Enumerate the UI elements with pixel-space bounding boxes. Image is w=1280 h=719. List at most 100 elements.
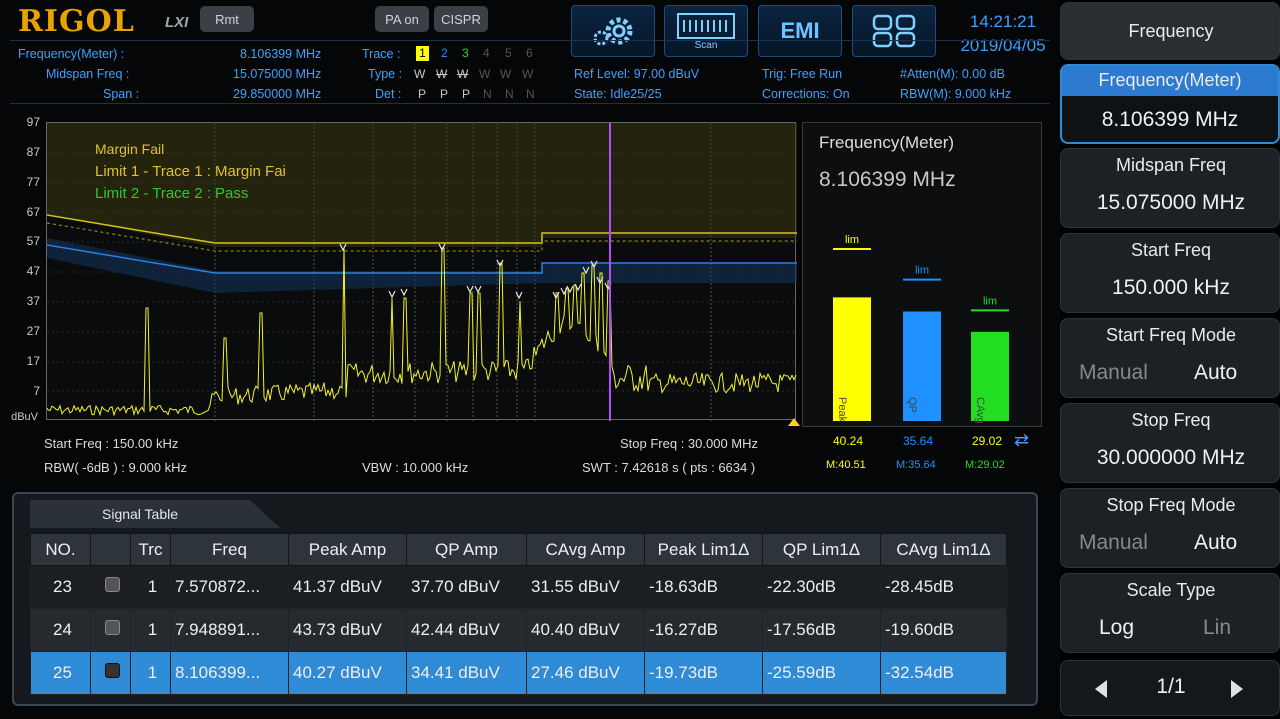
freq-meter-label: Frequency(Meter) : [18, 47, 125, 61]
table-row[interactable]: 23 1 7.570872... 41.37 dBuV 37.70 dBuV 31.55 … [30, 565, 1007, 609]
checkbox-icon[interactable] [105, 663, 120, 678]
limit1-status: Limit 1 - Trace 1 : Margin Fai [95, 163, 286, 180]
row-checkbox[interactable] [90, 608, 131, 652]
settings-button[interactable] [571, 5, 655, 57]
det-6: N [526, 87, 535, 101]
table-cell: 23 [30, 565, 91, 609]
next-page-icon[interactable] [1231, 680, 1243, 698]
menu-scale-label: Scale Type [1126, 580, 1216, 600]
menu-pager: 1/1 [1060, 660, 1280, 716]
trace-3-indicator[interactable]: 3 [462, 46, 469, 60]
menu-stop-freq[interactable]: Stop Freq 30.000000 MHz [1060, 403, 1280, 483]
menu-stop-freq-mode[interactable]: Stop Freq Mode Manual Auto [1060, 488, 1280, 568]
cispr-indicator: CISPR [434, 6, 488, 32]
page-indicator: 1/1 [1156, 675, 1186, 698]
column-header[interactable] [90, 533, 131, 566]
emi-button[interactable]: EMI [758, 5, 842, 57]
refresh-icon[interactable]: ⇄ [1014, 430, 1030, 450]
type-5: W [500, 67, 512, 81]
trace-5-indicator[interactable]: 5 [505, 46, 512, 60]
span-value: 29.850000 MHz [233, 87, 322, 101]
trace-label: Trace : [362, 47, 401, 61]
row-checkbox[interactable] [90, 565, 131, 609]
cavg-bar-max: M:29.02 [965, 459, 1005, 471]
signal-table-tab[interactable]: Signal Table [30, 500, 280, 528]
y-tick: 87 [26, 145, 40, 159]
trace-6-indicator[interactable]: 6 [526, 46, 533, 60]
trace-4-indicator[interactable]: 4 [483, 46, 490, 60]
meter-panel: Frequency(Meter) 8.106399 MHz lim Peak lim… [802, 122, 1042, 427]
y-tick: 27 [26, 324, 40, 338]
start-mode-auto[interactable]: Auto [1194, 361, 1238, 384]
menu-stop-freq-value: 30.000000 MHz [1096, 446, 1246, 469]
table-row[interactable]: 24 1 7.948891... 43.73 dBuV 42.44 dBuV 40.40 … [30, 608, 1007, 652]
column-header[interactable]: Freq [170, 533, 289, 566]
stop-mode-auto[interactable]: Auto [1194, 531, 1238, 554]
rmt-indicator: Rmt [200, 6, 254, 32]
scan-button[interactable]: Scan [664, 5, 748, 57]
menu-start-mode-label: Start Freq Mode [1105, 325, 1237, 345]
marker-triangle-icon [788, 418, 800, 426]
rbw-readout: RBW( -6dB ) : 9.000 kHz [44, 460, 188, 475]
signal-table-panel: Signal Table NO. Trc Freq Peak Amp QP Amp CAv… [12, 492, 1038, 706]
span-label: Span : [103, 87, 140, 101]
table-cell: 1 [130, 565, 171, 609]
menu-stop-mode-label: Stop Freq Mode [1106, 495, 1236, 515]
menu-midspan[interactable]: Midspan Freq 15.075000 MHz [1060, 148, 1280, 228]
stop-mode-manual[interactable]: Manual [1079, 531, 1148, 554]
qp-bar-max: M:35.64 [896, 459, 936, 471]
layout-button[interactable] [852, 5, 936, 57]
margin-fail-label: Margin Fail [95, 141, 165, 157]
column-header[interactable]: QP Lim1Δ [762, 533, 881, 566]
midspan-value: 15.075000 MHz [233, 67, 322, 81]
menu-start-freq[interactable]: Start Freq 150.000 kHz [1060, 233, 1280, 313]
info-bar [10, 40, 1050, 104]
ref-level: Ref Level: 97.00 dBuV [574, 67, 700, 81]
rbw-status: RBW(M): 9.000 kHz [900, 87, 1012, 101]
prev-page-icon[interactable] [1095, 680, 1107, 698]
trace-2-indicator[interactable]: 2 [441, 46, 448, 60]
menu-start-freq-mode[interactable]: Start Freq Mode Manual Auto [1060, 318, 1280, 398]
table-cell: 34.41 dBuV [406, 651, 527, 695]
scale-lin[interactable]: Lin [1203, 616, 1232, 639]
trace-1-indicator[interactable]: 1 [416, 46, 429, 61]
column-header[interactable]: Peak Amp [288, 533, 407, 566]
spectrum-plot[interactable]: Margin Fail Limit 1 - Trace 1 : Margin F… [46, 122, 797, 421]
column-header[interactable]: NO. [30, 533, 91, 566]
trace-1-line [46, 247, 797, 417]
table-cell: 8.106399... [170, 651, 289, 695]
column-header[interactable]: QP Amp [406, 533, 527, 566]
type-4: W [479, 67, 491, 81]
column-header[interactable]: CAvg Amp [526, 533, 645, 566]
menu-freq-meter[interactable]: Frequency(Meter) 8.106399 MHz [1060, 64, 1280, 144]
meter-bar-cavg [971, 331, 1009, 421]
y-tick: 37 [26, 294, 40, 308]
cavg-bar-value: 29.02 [972, 434, 1003, 448]
meter-bar-name: Peak [836, 397, 848, 423]
table-cell: 37.70 dBuV [406, 565, 527, 609]
menu-freq-meter-value: 8.106399 MHz [1101, 108, 1239, 131]
start-mode-manual[interactable]: Manual [1079, 361, 1148, 384]
y-tick: 67 [26, 205, 40, 219]
checkbox-icon[interactable] [105, 620, 120, 635]
column-header[interactable]: Peak Lim1Δ [644, 533, 763, 566]
table-cell: 40.40 dBuV [526, 608, 645, 652]
det-2: P [440, 87, 449, 101]
menu-scale-type[interactable]: Scale Type Log Lin [1060, 573, 1280, 653]
table-cell: 7.570872... [170, 565, 289, 609]
checkbox-icon[interactable] [105, 577, 120, 592]
row-checkbox[interactable] [90, 651, 131, 695]
limit2-line [46, 244, 797, 274]
column-header[interactable]: Trc [130, 533, 171, 566]
column-header[interactable]: CAvg Lim1Δ [880, 533, 1007, 566]
det-3: P [462, 87, 471, 101]
meter-value: 8.106399 MHz [819, 168, 956, 191]
side-menu: Frequency Frequency(Meter) 8.106399 MHz … [1060, 0, 1280, 719]
table-cell: 31.55 dBuV [526, 565, 645, 609]
scale-log[interactable]: Log [1099, 616, 1135, 639]
vbw-readout: VBW : 10.000 kHz [362, 460, 469, 475]
table-row[interactable]: 25 1 8.106399... 40.27 dBuV 34.41 dBuV 27.46 … [30, 651, 1007, 695]
y-unit: dBuV [11, 411, 38, 423]
meter-limit-label: lim [915, 265, 929, 277]
sweep-state: State: Idle25/25 [574, 87, 662, 101]
